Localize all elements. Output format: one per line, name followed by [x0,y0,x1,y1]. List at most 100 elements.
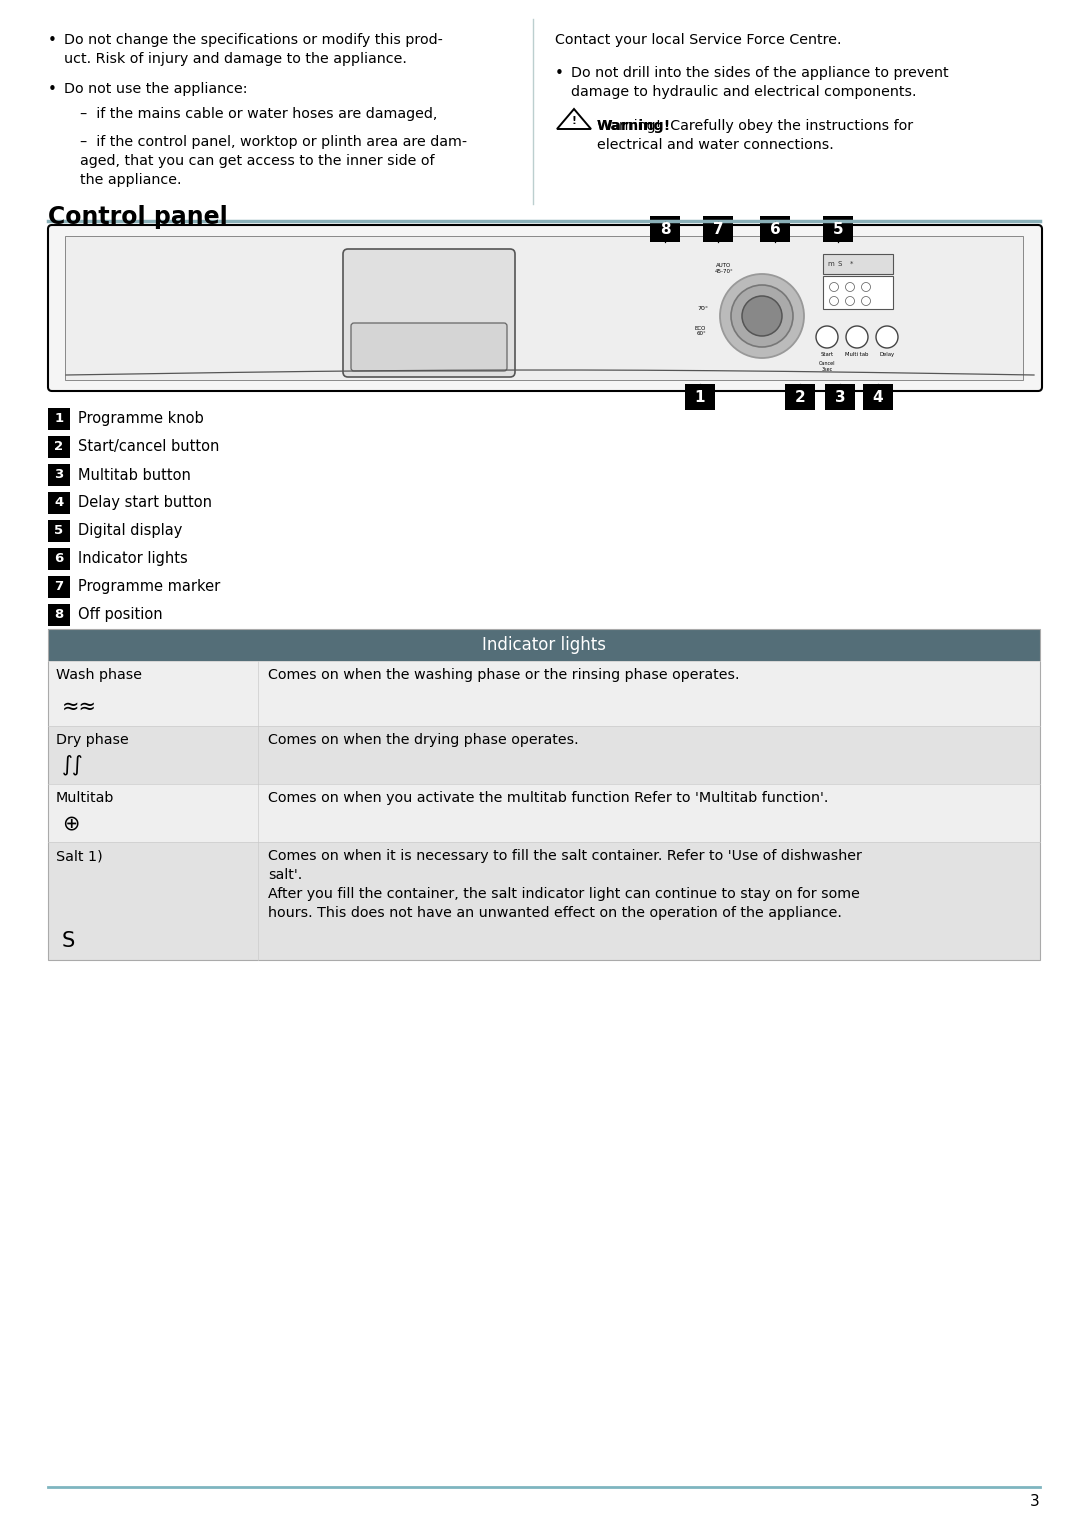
Text: 70°: 70° [697,306,708,310]
Text: 4: 4 [873,390,883,405]
Text: 5: 5 [54,524,64,538]
Text: 5: 5 [833,222,843,237]
Text: ECO
60°: ECO 60° [694,326,706,336]
Text: *: * [850,261,853,268]
Text: 4: 4 [54,497,64,509]
Text: Do not drill into the sides of the appliance to prevent
damage to hydraulic and : Do not drill into the sides of the appli… [571,66,948,99]
Bar [48,726,1040,784]
Text: Multitab button: Multitab button [78,468,191,483]
Text: 3: 3 [1030,1494,1040,1509]
Text: 8: 8 [660,222,671,237]
Text: Comes on when the drying phase operates.: Comes on when the drying phase operates. [268,732,579,748]
Text: Digital display: Digital display [78,523,183,538]
Text: Programme marker: Programme marker [78,579,220,595]
Circle shape [846,283,854,292]
Text: Comes on when it is necessary to fill the salt container. Refer to 'Use of dishw: Comes on when it is necessary to fill th… [268,849,862,920]
FancyBboxPatch shape [351,323,507,372]
Text: 3: 3 [54,468,64,482]
Text: m: m [827,261,834,268]
Bar [650,216,680,242]
Text: 6: 6 [770,222,781,237]
Bar [48,628,1040,960]
Bar [48,576,70,598]
Text: 7: 7 [713,222,724,237]
Bar [823,216,853,242]
Text: Start: Start [821,352,834,356]
Bar [863,384,893,410]
Bar [823,254,893,274]
Text: AUTO
45-70°: AUTO 45-70° [715,263,733,274]
Circle shape [829,283,838,292]
Text: Delay start button: Delay start button [78,495,212,511]
Bar [760,216,789,242]
Circle shape [829,297,838,306]
Text: •: • [48,83,57,96]
Circle shape [846,297,854,306]
Bar [48,463,70,486]
Circle shape [731,284,793,347]
Circle shape [846,326,868,349]
Circle shape [742,297,782,336]
Text: Control panel: Control panel [48,205,228,229]
Text: Delay: Delay [879,352,894,356]
Circle shape [816,326,838,349]
Circle shape [720,274,804,358]
Text: Off position: Off position [78,607,163,622]
Text: Dry phase: Dry phase [56,732,129,748]
Text: Multi tab: Multi tab [846,352,868,356]
Text: Indicator lights: Indicator lights [78,552,188,567]
Text: 8: 8 [54,609,64,621]
Text: S: S [838,261,842,268]
Text: Do not change the specifications or modify this prod-
uct. Risk of injury and da: Do not change the specifications or modi… [64,34,443,66]
Text: Programme knob: Programme knob [78,411,204,427]
Text: Cancel
3sec: Cancel 3sec [819,361,835,372]
Text: 2: 2 [54,440,64,454]
Circle shape [876,326,897,349]
Bar [48,628,1040,661]
Bar [48,520,70,541]
Text: ≈≈: ≈≈ [62,697,97,717]
Text: Indicator lights: Indicator lights [482,636,606,654]
Text: S: S [62,931,76,951]
Text: Comes on when you activate the multitab function Refer to 'Multitab function'.: Comes on when you activate the multitab … [268,790,828,804]
Text: Warning!  Carefully obey the instructions for
electrical and water connections.: Warning! Carefully obey the instructions… [597,119,913,151]
FancyBboxPatch shape [48,225,1042,391]
Text: ∫∫: ∫∫ [62,754,84,775]
Text: •: • [48,34,57,47]
Text: Warning!: Warning! [597,119,672,133]
Circle shape [862,297,870,306]
Bar [48,604,70,625]
Text: 1: 1 [54,413,64,425]
Bar [825,384,855,410]
Text: Do not use the appliance:: Do not use the appliance: [64,83,247,96]
Text: Comes on when the washing phase or the rinsing phase operates.: Comes on when the washing phase or the r… [268,668,740,682]
Text: 1: 1 [694,390,705,405]
Bar [48,547,70,570]
Text: !: ! [571,116,577,125]
Bar [48,436,70,459]
Text: •: • [555,66,564,81]
Bar [48,408,70,430]
Text: 7: 7 [54,581,64,593]
Text: –  if the control panel, worktop or plinth area are dam-
aged, that you can get : – if the control panel, worktop or plint… [80,135,468,187]
Text: Multitab: Multitab [56,790,114,804]
Bar [785,384,815,410]
Circle shape [862,283,870,292]
Text: –  if the mains cable or water hoses are damaged,: – if the mains cable or water hoses are … [80,107,437,121]
Text: Contact your local Service Force Centre.: Contact your local Service Force Centre. [555,34,841,47]
Bar [703,216,733,242]
Bar [48,492,70,514]
Text: 2: 2 [795,390,806,405]
Bar [65,235,1023,381]
Text: 6: 6 [54,552,64,566]
Bar [685,384,715,410]
Text: ⊕: ⊕ [62,813,80,833]
Text: 3: 3 [835,390,846,405]
Bar [48,842,1040,960]
Bar [823,277,893,309]
Text: Wash phase: Wash phase [56,668,141,682]
Text: Start/cancel button: Start/cancel button [78,439,219,454]
Bar [48,784,1040,842]
Bar [48,661,1040,726]
Text: Salt 1): Salt 1) [56,849,103,862]
